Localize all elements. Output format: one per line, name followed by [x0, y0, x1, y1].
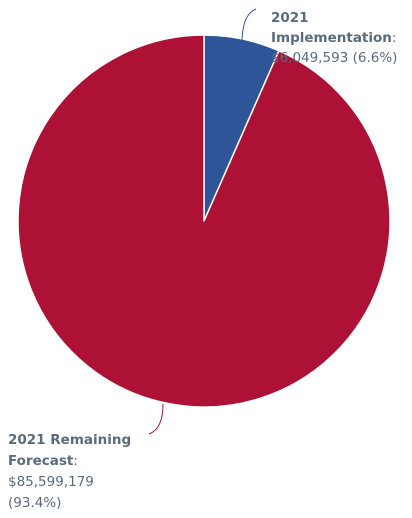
- data-label-remaining-name-line1: 2021 Remaining: [8, 432, 131, 448]
- data-label-remaining-percent: (93.4%): [8, 495, 61, 511]
- data-label-implementation-amount: $6,049,593: [271, 50, 348, 66]
- leader-line-remaining-forecast: [149, 404, 163, 434]
- data-label-remaining-amount: $85,599,179: [8, 474, 94, 490]
- pie-slices: [18, 35, 390, 407]
- data-label-implementation-name: Implementation: [271, 30, 392, 46]
- data-label-implementation-percent: (6.6%): [353, 50, 398, 66]
- pie-slice-remaining-forecast: [18, 35, 390, 407]
- data-label-implementation: 2021 Implementation: $6,049,593 (6.6%): [271, 10, 397, 66]
- data-label-remaining-forecast: 2021 Remaining Forecast: $85,599,179 (93…: [8, 432, 131, 511]
- data-label-implementation-value: $6,049,593 (6.6%): [271, 50, 397, 66]
- data-label-implementation-name-line2: Implementation:: [271, 30, 396, 46]
- data-label-implementation-name-line1: 2021: [271, 10, 309, 26]
- data-label-remaining-name-line2: Forecast:: [8, 453, 78, 469]
